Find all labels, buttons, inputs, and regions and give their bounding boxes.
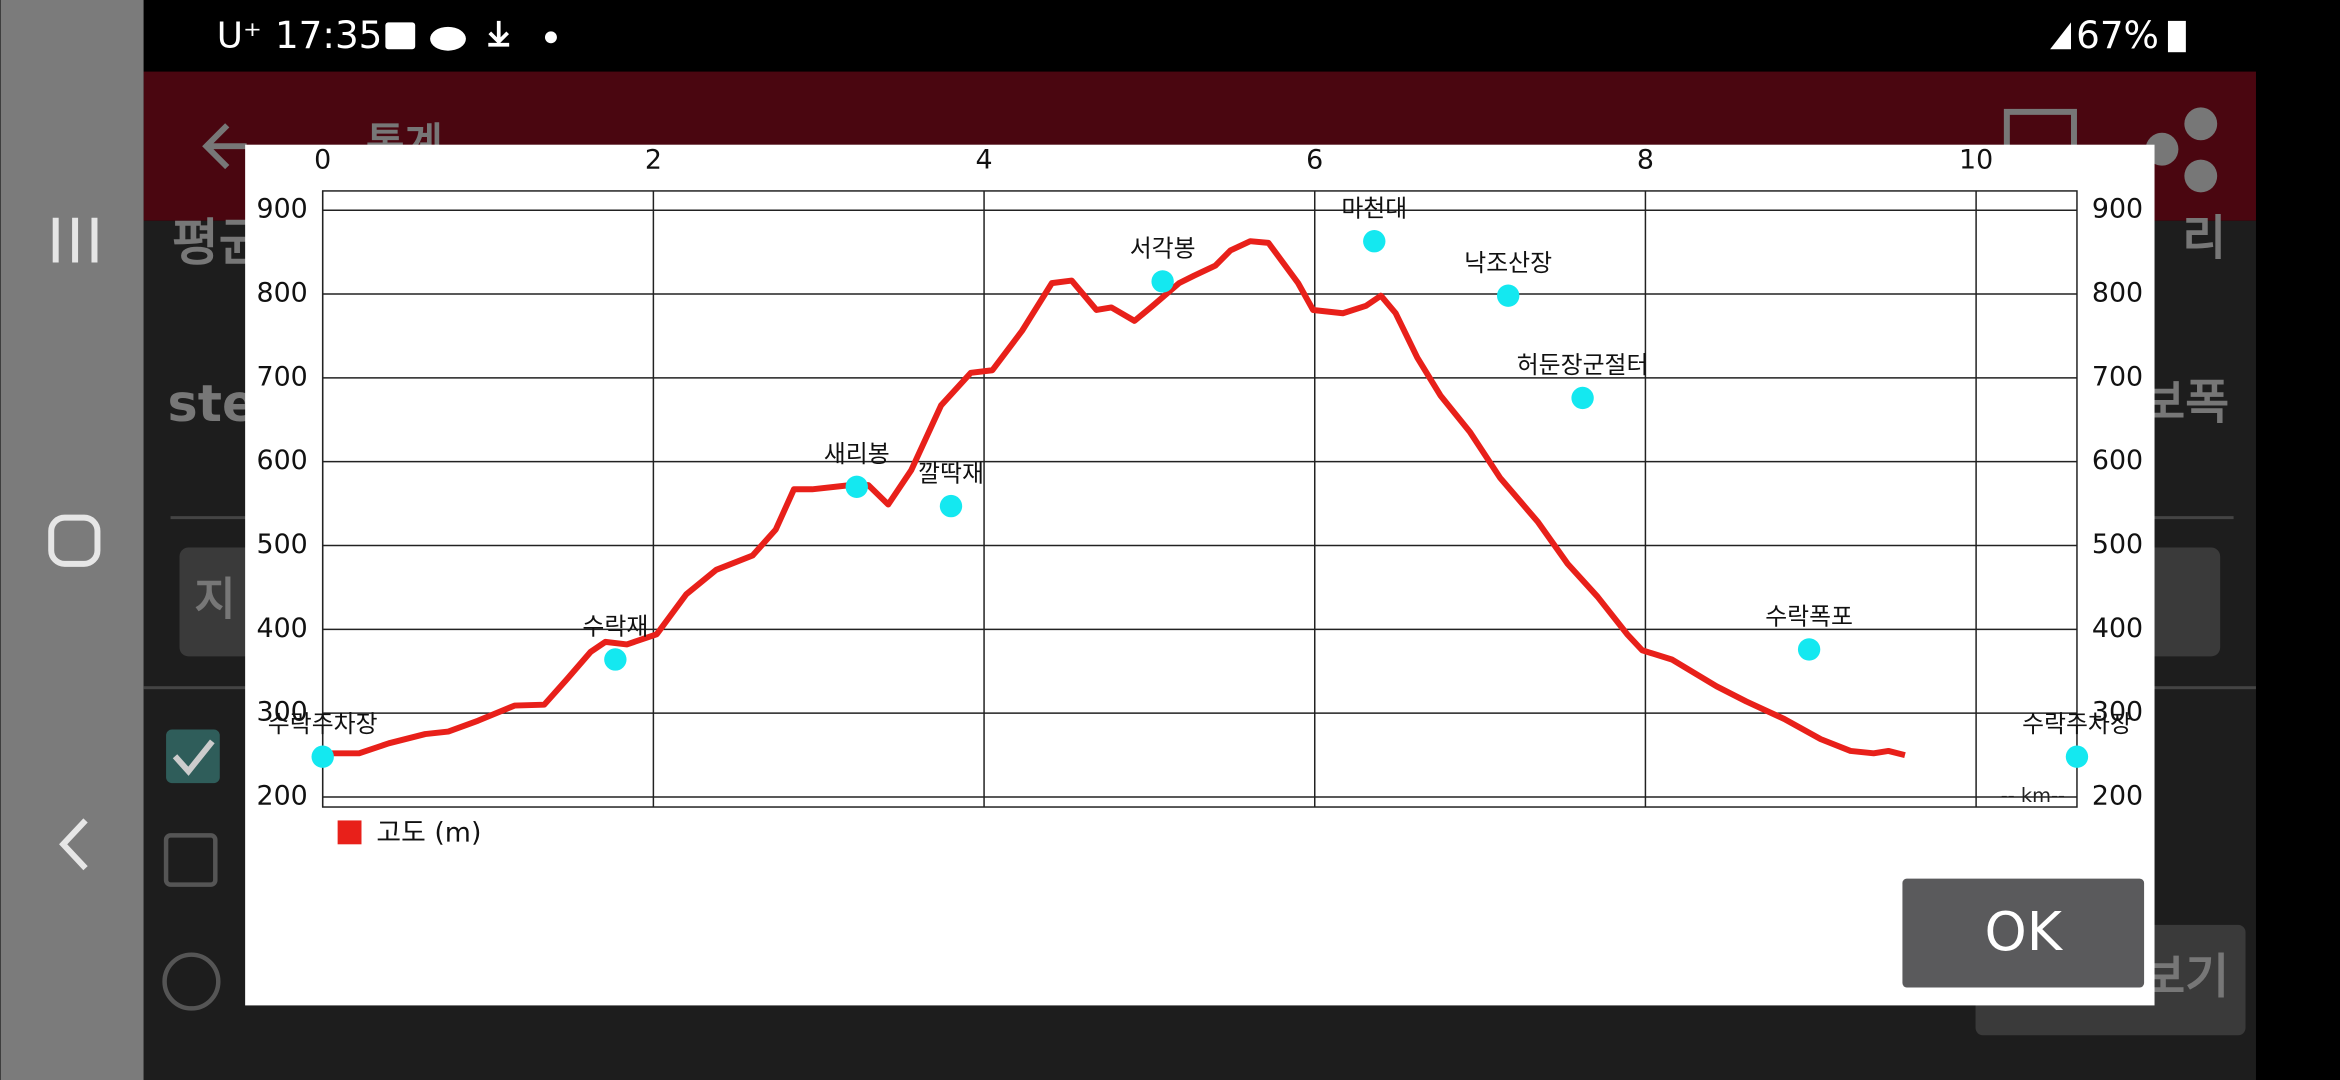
y2-tick-label: 800	[2092, 278, 2143, 309]
y-tick-label: 500	[257, 529, 308, 560]
bg-text: ste	[168, 374, 257, 433]
x-tick-label: 8	[1637, 145, 1654, 176]
y2-tick-label: 700	[2092, 361, 2143, 392]
elevation-chart: 200 200 300 300 400 400 500 500 600 600 700 700 800 8…	[257, 145, 2144, 849]
bg-text: 리	[2182, 212, 2226, 267]
y-tick-label: 700	[257, 361, 308, 392]
checkbox[interactable]	[166, 729, 220, 784]
waypoint	[939, 494, 963, 518]
y-tick-label: 900	[257, 194, 308, 225]
waypoint-label: 마천대	[1341, 194, 1407, 222]
waypoint	[2065, 745, 2089, 768]
x-axis-label: -- km--	[2001, 784, 2065, 807]
recent-button[interactable]	[52, 217, 98, 263]
status-icons	[385, 20, 2071, 51]
nav-icons	[48, 217, 101, 871]
ok-label: OK	[1985, 900, 2064, 963]
clock: 17:35	[275, 13, 382, 57]
y2-tick-label: 300	[2092, 697, 2143, 728]
waypoint-label: 허둔장군절터	[1517, 351, 1649, 379]
checkbox[interactable]	[163, 833, 218, 887]
waypoint	[604, 648, 627, 671]
nav-bar	[0, 0, 144, 1080]
back-arrow[interactable]	[202, 123, 247, 170]
y2-tick-label: 500	[2092, 529, 2143, 560]
home-button[interactable]	[48, 514, 101, 567]
share-icon[interactable]	[2145, 107, 2218, 193]
waypoint	[1497, 284, 1520, 307]
waypoint-label: 수락폭포	[1765, 603, 1853, 631]
bg-text: 지	[194, 573, 235, 626]
legend-label: 고도 (m)	[376, 817, 481, 848]
y-tick-label: 200	[257, 780, 308, 811]
right-edge	[2255, 0, 2340, 1080]
y2-tick-label: 900	[2092, 194, 2143, 225]
ok-button[interactable]	[1902, 878, 2145, 988]
carrier: U⁺	[217, 15, 262, 56]
x-tick-label: 4	[976, 145, 993, 176]
check-mark	[172, 739, 215, 776]
y2-tick-label: 400	[2092, 613, 2143, 644]
status-bar	[143, 0, 2256, 72]
bg-text: 보기	[2141, 950, 2229, 1005]
waypoint-label: 새리봉	[824, 440, 890, 468]
y2-tick-label: 600	[2092, 445, 2143, 476]
back-button[interactable]	[59, 818, 88, 871]
waypoint	[1797, 638, 1821, 661]
legend-swatch	[337, 820, 362, 845]
y-tick-label: 600	[257, 445, 308, 476]
waypoint-label: 낙조산장	[1464, 249, 1552, 277]
y-tick-label: 400	[257, 613, 308, 644]
radio[interactable]	[162, 952, 221, 1011]
y2-tick-label: 200	[2092, 780, 2143, 811]
waypoint	[311, 745, 334, 768]
waypoint-label: 깔딱재	[918, 459, 984, 487]
waypoint-label: 수락재	[582, 613, 648, 641]
bg-text: 보폭	[2141, 376, 2229, 431]
waypoint	[1571, 386, 1594, 410]
elevation-line	[322, 238, 1906, 758]
x-tick-label: 10	[1959, 145, 1993, 176]
battery-level: 67%	[2076, 13, 2159, 57]
x-tick-label: 0	[314, 145, 331, 176]
y-tick-label: 800	[257, 278, 308, 309]
dialog	[245, 144, 2155, 1006]
waypoint-label: 수락주차장	[268, 710, 378, 738]
x-tick-label: 6	[1306, 145, 1323, 176]
waypoint	[845, 475, 868, 499]
waypoint-label: 서각봉	[1130, 235, 1196, 263]
waypoint	[1151, 270, 1174, 293]
y-tick-label: 300	[257, 697, 308, 728]
battery-icon	[2167, 20, 2186, 53]
waypoint-label: 수락주차장	[2022, 710, 2132, 738]
x-tick-label: 2	[645, 145, 662, 176]
waypoint	[1363, 230, 1386, 253]
